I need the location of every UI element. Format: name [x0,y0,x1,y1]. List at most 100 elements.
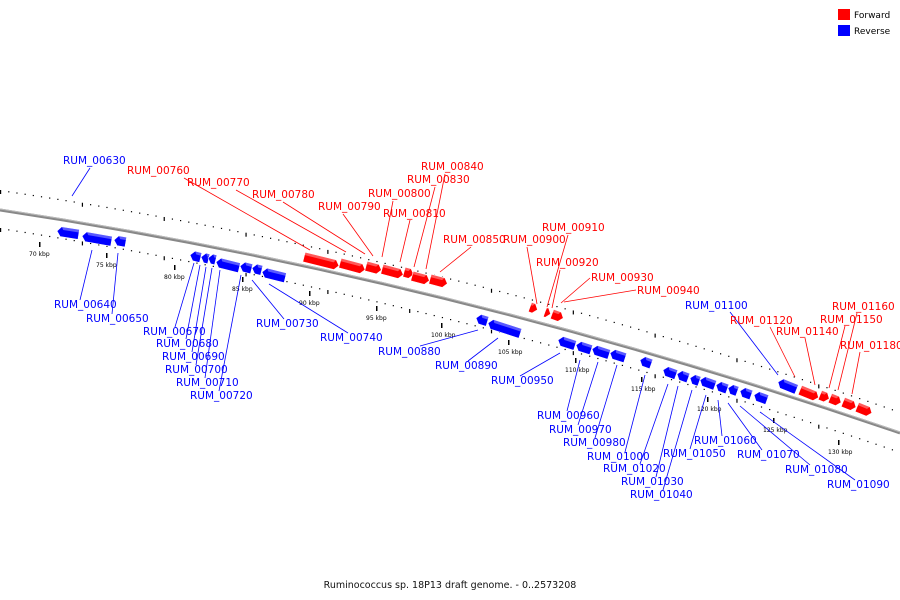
scale-dot [531,299,534,301]
scale-dot [597,317,599,319]
gene-arrow-shine [721,381,729,388]
leader-line [399,219,411,263]
gene-arrow-body [302,251,340,270]
scale-dot [212,226,214,228]
scale-dot [818,384,820,389]
gene-arrow-body [475,314,490,327]
gene-arrow-body [575,341,594,356]
gene-arrow-rum-01150 [827,392,842,406]
gene-arrow-rum-01030 [676,370,691,384]
scale-dot [16,192,18,194]
kbp-tick-label: 80 kbp [164,274,185,281]
leader-line [191,266,207,353]
scale-dot [261,236,264,238]
gene-arrow-body [715,381,730,395]
gene-label-rum-00740: RUM_00740 [320,332,383,344]
gene-arrow-shine [245,262,253,267]
gene-label-rum-00690: RUM_00690 [162,351,225,363]
gene-arrow-rum-01080 [739,387,754,401]
gene-label-rum-01140: RUM_01140 [776,326,839,338]
leader-line [662,389,693,491]
scale-dot [376,301,378,303]
scale-dot [621,364,624,367]
gene-arrow-shine [820,390,828,395]
scale-dot [32,194,34,197]
scale-dot [638,369,640,371]
gene-arrow-body [727,384,740,397]
scale-dot [8,229,10,231]
leader-line [563,289,637,303]
gene-label-rum-00830: RUM_00830 [407,174,470,186]
scale-dot [81,202,84,207]
gene-arrow-body [591,345,612,360]
scale-dot [24,193,26,195]
scale-dot [646,371,648,374]
leader-line [204,269,221,379]
leader-line [739,405,811,466]
kbp-tick-mark [39,242,41,247]
leader-line [174,262,195,328]
scale-dot [818,424,820,429]
scale-dot [163,216,165,221]
gene-label-rum-00670: RUM_00670 [143,326,206,338]
scale-dot [245,272,247,277]
gene-arrow-body [402,266,415,279]
leader-line [594,364,618,439]
gene-arrow-shine [257,264,263,269]
scale-dot [294,242,296,245]
kbp-tick-mark [376,306,378,311]
scale-dot [859,438,861,440]
scale-dot [810,422,812,424]
gene-arrow-shine [668,366,678,373]
scale-dot [531,340,534,342]
scale-dot [580,312,583,314]
gene-arrow-shine [581,341,593,349]
leader-line [111,252,119,315]
scale-dot [384,303,386,305]
gene-arrow-rum-00650 [113,235,128,248]
scale-dot [245,232,247,237]
label-leader-lines [71,167,861,491]
scale-dot [433,314,435,317]
scale-dot [572,351,574,356]
scale-dot [351,295,354,297]
scale-dot [400,266,403,268]
scale-dot [310,286,313,288]
gene-arrow-rum-00910 [542,306,551,318]
leader-line [235,189,347,253]
scale-dot [793,416,795,418]
scale-dot [703,348,705,350]
scale-dot [450,278,452,280]
gene-arrow-body [410,270,430,285]
gene-label-rum-00980: RUM_00980 [563,437,626,449]
scale-dot [597,357,599,360]
gene-arrow-shine [830,393,840,399]
gene-arrow-shine [733,384,740,390]
gene-label-rum-01040: RUM_01040 [630,489,693,501]
scale-dot [106,245,108,247]
gene-arrow-rum-00950 [557,336,578,351]
scale-dot [155,254,157,256]
scale-dots [0,190,894,451]
leader-line [639,383,669,465]
scale-dot [319,288,321,290]
scale-dot [556,305,558,308]
scale-dot [564,308,566,310]
kbp-ticks: 70 kbp 75 kbp 80 kbp 85 kbp 90 kbp 95 kbp 100 … [29,242,853,456]
scale-dot [196,223,198,225]
gene-label-rum-00810: RUM_00810 [383,208,446,220]
gene-arrow-rum-00770 [338,257,366,274]
scale-dot [687,343,689,345]
gene-arrow-body [739,387,754,401]
scale-dot [785,373,787,375]
scale-dot [360,297,362,299]
scale-dot [662,336,664,338]
gene-arrow-rum-01140 [817,389,830,403]
scale-dot [171,218,174,220]
gene-label-rum-00650: RUM_00650 [86,313,149,325]
gene-arrow-shine [645,356,653,363]
leader-line [655,385,679,478]
leader-line [566,359,581,412]
leader-line [439,246,472,273]
gene-label-rum-01080: RUM_01080 [785,464,848,476]
